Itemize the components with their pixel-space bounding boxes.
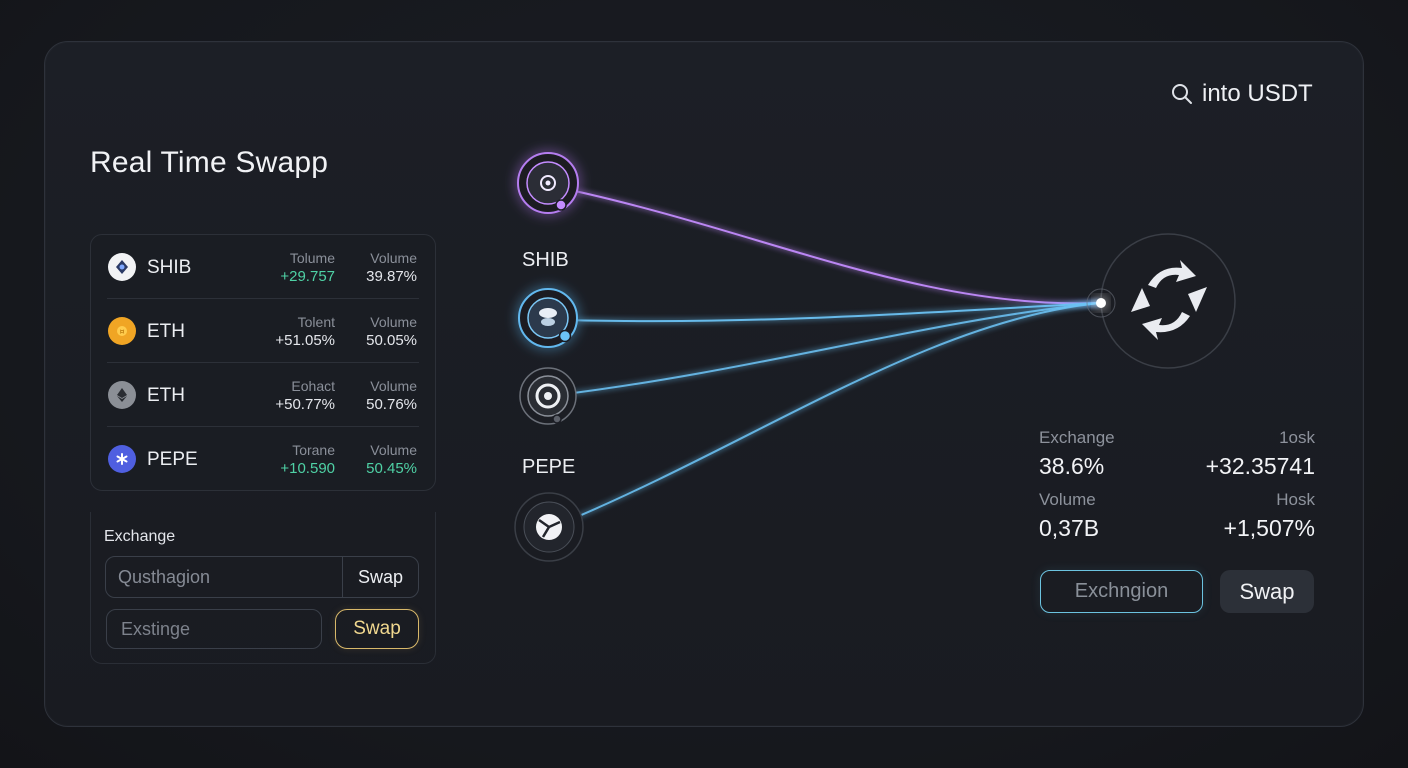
stat-exchange-value: 38.6% [1039, 453, 1105, 479]
stat-right2-value: +1,507% [1223, 515, 1315, 541]
column-header: Volume [370, 314, 417, 330]
token-list: SHIB Tolume +29.757 Volume 39.87% ¤ ETH To… [90, 234, 436, 491]
node-anchor-dot [552, 414, 562, 424]
column-header: Tolent [297, 314, 335, 330]
column-header: Tolume [289, 250, 335, 266]
stat-right2-label: Hosk [1276, 490, 1315, 509]
swap-submit-button[interactable]: Swap [1220, 570, 1314, 613]
exchange-amount-input[interactable]: Exchngion [1040, 570, 1203, 613]
node-anchor-dot [558, 329, 572, 343]
search-label: into USDT [1202, 80, 1313, 107]
token-node-purple[interactable] [517, 152, 579, 214]
swap-button-secondary[interactable]: Swap [335, 609, 419, 649]
page-title: Real Time Swapp [90, 146, 329, 179]
node-label-shib: SHIB [522, 249, 569, 271]
column-header: Volume [370, 378, 417, 394]
swap-arrows-icon [1131, 260, 1207, 340]
exchange-input-group: Qusthagion Swap [105, 556, 419, 598]
exchange-input[interactable]: Qusthagion [118, 566, 211, 587]
stat-volume-label: Volume [1039, 490, 1096, 509]
token-volume: 50.05% [366, 332, 417, 349]
exchange-label: Exchange [104, 528, 176, 545]
token-name: ETH [147, 321, 185, 342]
token-node-shib[interactable] [518, 288, 578, 348]
token-volume: 50.45% [366, 460, 417, 477]
token-change: +50.77% [275, 396, 335, 413]
token-name: PEPE [147, 449, 198, 470]
token-row-pepe[interactable]: PEPE Torane +10.590 Volume 50.45% [107, 427, 419, 491]
swap-button[interactable]: Swap [342, 557, 418, 597]
column-header: Volume [370, 442, 417, 458]
token-row-shib[interactable]: SHIB Tolume +29.757 Volume 39.87% [107, 235, 419, 299]
pepe-token-icon [108, 445, 136, 473]
token-node-pepe[interactable] [514, 492, 584, 562]
stat-volume-value: 0,37B [1039, 515, 1100, 541]
column-header: Volume [370, 250, 417, 266]
flow-line-blue-2 [557, 302, 1101, 396]
token-change: +10.590 [280, 460, 335, 477]
flow-line-blue-3 [564, 302, 1101, 523]
token-change: +29.757 [280, 268, 335, 285]
stat-right1-label: 1osk [1279, 428, 1315, 447]
node-anchor-dot [555, 199, 567, 211]
exchange-form-frame [90, 512, 436, 664]
token-node-grey[interactable] [519, 367, 577, 425]
token-name: SHIB [147, 257, 192, 278]
flow-line-blue-1 [564, 302, 1101, 323]
search-icon [1172, 84, 1192, 104]
token-change: +51.05% [275, 332, 335, 349]
swap-hub[interactable] [1086, 233, 1236, 369]
node-label-pepe: PEPE [522, 456, 576, 478]
token-row-eth[interactable]: ¤ ETH Tolent +51.05% Volume 50.05% [107, 299, 419, 363]
stats-panel: Exchange 38.6% 1osk +32.35741 Volume 0,3… [1039, 428, 1315, 550]
svg-text:¤: ¤ [119, 327, 124, 336]
hub-junction-dot [1096, 298, 1106, 308]
shib-token-icon [108, 253, 136, 281]
stat-right1-value: +32.35741 [1205, 453, 1315, 479]
stat-exchange-label: Exchange [1039, 428, 1115, 447]
column-header: Torane [292, 442, 335, 458]
column-header: Eohact [291, 378, 335, 394]
ethereum-icon [108, 381, 136, 409]
search-button[interactable]: into USDT [1170, 80, 1313, 108]
token-row-eth-2[interactable]: ETH Eohact +50.77% Volume 50.76% [107, 363, 419, 427]
exchange-input-secondary[interactable]: Exstinge [106, 609, 322, 649]
token-volume: 50.76% [366, 396, 417, 413]
gold-coin-icon: ¤ [108, 317, 136, 345]
token-volume: 39.87% [366, 268, 417, 285]
flow-line-purple [560, 187, 1101, 305]
token-name: ETH [147, 385, 185, 406]
